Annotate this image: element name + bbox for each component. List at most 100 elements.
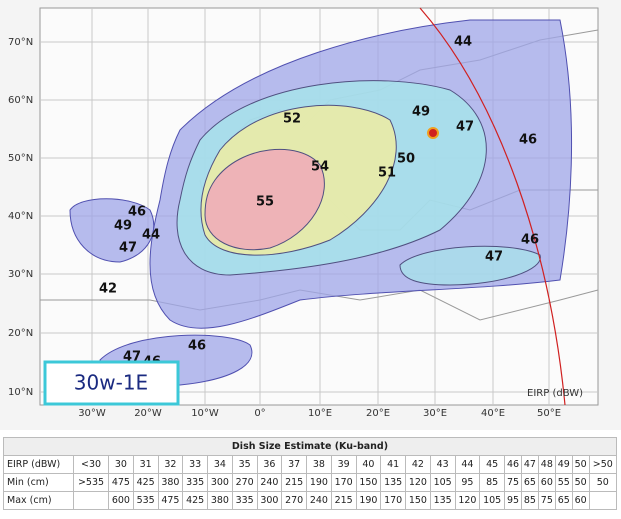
table-cell: 335 xyxy=(182,473,209,492)
table-cell xyxy=(588,491,618,510)
contour-label: 47 xyxy=(485,250,503,265)
table-cell: 32 xyxy=(157,455,184,474)
table-cell: 300 xyxy=(256,491,283,510)
table-cell: 75 xyxy=(504,473,522,492)
lat-label: 60°N xyxy=(8,95,33,106)
table-cell: 65 xyxy=(554,491,573,510)
table-cell: 50 xyxy=(571,455,590,474)
table-cell: 135 xyxy=(429,491,456,510)
lon-label: 40°E xyxy=(481,408,505,419)
table-cell: 48 xyxy=(537,455,556,474)
table-cell: 150 xyxy=(405,491,431,510)
table-cell: 60 xyxy=(571,491,590,510)
lat-label: 40°N xyxy=(8,211,33,222)
table-row: Min (cm) >535 475 425 380 335 300 270 240 215 190 1… xyxy=(3,473,618,492)
table-cell: 335 xyxy=(231,491,258,510)
row-header: Max (cm) xyxy=(3,491,74,510)
table-cell: 50 xyxy=(588,473,618,492)
table-cell: 380 xyxy=(207,491,233,510)
row-header: Min (cm) xyxy=(3,473,74,492)
table-cell: 47 xyxy=(520,455,539,474)
contour-label: 47 xyxy=(456,120,474,135)
table-cell: 40 xyxy=(355,455,382,474)
table-cell: >50 xyxy=(588,455,618,474)
table-cell: 190 xyxy=(355,491,382,510)
contour-label: 54 xyxy=(311,160,329,175)
table-cell: 105 xyxy=(479,491,506,510)
lon-label: 10°E xyxy=(308,408,332,419)
table-cell: 43 xyxy=(429,455,456,474)
table-cell: 38 xyxy=(306,455,332,474)
table-cell: 240 xyxy=(256,473,283,492)
table-cell: 49 xyxy=(554,455,573,474)
table-cell: 60 xyxy=(537,473,556,492)
table-cell: 425 xyxy=(182,491,209,510)
table-cell: 85 xyxy=(479,473,506,492)
contour-label: 46 xyxy=(521,233,539,248)
contour-label: 44 xyxy=(142,228,160,243)
contour-label: 49 xyxy=(412,105,430,120)
beam-name: 30w-1E xyxy=(74,371,148,395)
contour-label: 46 xyxy=(128,205,146,220)
contour-label: 55 xyxy=(256,195,274,210)
table-cell: 45 xyxy=(479,455,506,474)
table-row: EIRP (dBW) <30 30 31 32 33 34 35 36 37 38 39 40 41 42 4… xyxy=(3,455,618,474)
row-header: EIRP (dBW) xyxy=(3,455,74,474)
contour-label: 42 xyxy=(99,282,117,297)
lon-label: 20°W xyxy=(134,408,162,419)
dish-size-table: Dish Size Estimate (Ku-band) EIRP (dBW) <3… xyxy=(3,437,618,510)
contour-label: 50 xyxy=(397,152,415,167)
table-cell: 30 xyxy=(108,455,134,474)
table-cell: 300 xyxy=(207,473,233,492)
table-cell: 44 xyxy=(454,455,481,474)
table-cell: 240 xyxy=(306,491,332,510)
table-cell: 42 xyxy=(405,455,431,474)
table-cell: 41 xyxy=(380,455,407,474)
table-cell: 270 xyxy=(231,473,258,492)
lat-label: 70°N xyxy=(8,37,33,48)
table-cell: 215 xyxy=(330,491,357,510)
table-cell: 37 xyxy=(281,455,308,474)
lat-label: 30°N xyxy=(8,269,33,280)
contour-label: 52 xyxy=(283,112,301,127)
table-cell: 65 xyxy=(520,473,539,492)
table-row: Max (cm) 600 535 475 425 380 335 300 270 240 215 19… xyxy=(3,491,618,510)
coverage-map: 70°N 60°N 50°N 40°N 30°N 20°N 10°N 30°W 20°W 10°W… xyxy=(0,0,621,430)
table-cell: 75 xyxy=(537,491,556,510)
table-cell: 36 xyxy=(256,455,283,474)
lat-label: 10°N xyxy=(8,387,33,398)
contour-label: 51 xyxy=(378,166,396,181)
lon-label: 30°E xyxy=(423,408,447,419)
lon-label: 50°E xyxy=(537,408,561,419)
table-cell: 150 xyxy=(355,473,382,492)
lat-label: 20°N xyxy=(8,328,33,339)
table-cell: 105 xyxy=(429,473,456,492)
table-cell: 46 xyxy=(504,455,522,474)
table-cell: 120 xyxy=(454,491,481,510)
eirp-contours xyxy=(69,7,573,406)
table-cell: 55 xyxy=(554,473,573,492)
table-title-row: Dish Size Estimate (Ku-band) xyxy=(3,437,617,456)
table-cell xyxy=(72,491,110,510)
table-cell: 270 xyxy=(281,491,308,510)
lat-label: 50°N xyxy=(8,153,33,164)
table-cell: 380 xyxy=(157,473,184,492)
table-cell: 33 xyxy=(182,455,209,474)
table-cell: 600 xyxy=(108,491,134,510)
table-cell: <30 xyxy=(72,455,110,474)
table-cell: 39 xyxy=(330,455,357,474)
table-cell: 35 xyxy=(231,455,258,474)
table-cell: 170 xyxy=(380,491,407,510)
table-cell: 85 xyxy=(520,491,539,510)
table-cell: 215 xyxy=(281,473,308,492)
contour-label: 47 xyxy=(119,241,137,256)
table-cell: 190 xyxy=(306,473,332,492)
table-cell: 95 xyxy=(454,473,481,492)
table-cell: 535 xyxy=(132,491,159,510)
lon-label: 20°E xyxy=(366,408,390,419)
beam-badge xyxy=(43,360,180,406)
contour-label: 44 xyxy=(454,35,472,50)
table-cell: 31 xyxy=(132,455,159,474)
table-cell: 50 xyxy=(571,473,590,492)
